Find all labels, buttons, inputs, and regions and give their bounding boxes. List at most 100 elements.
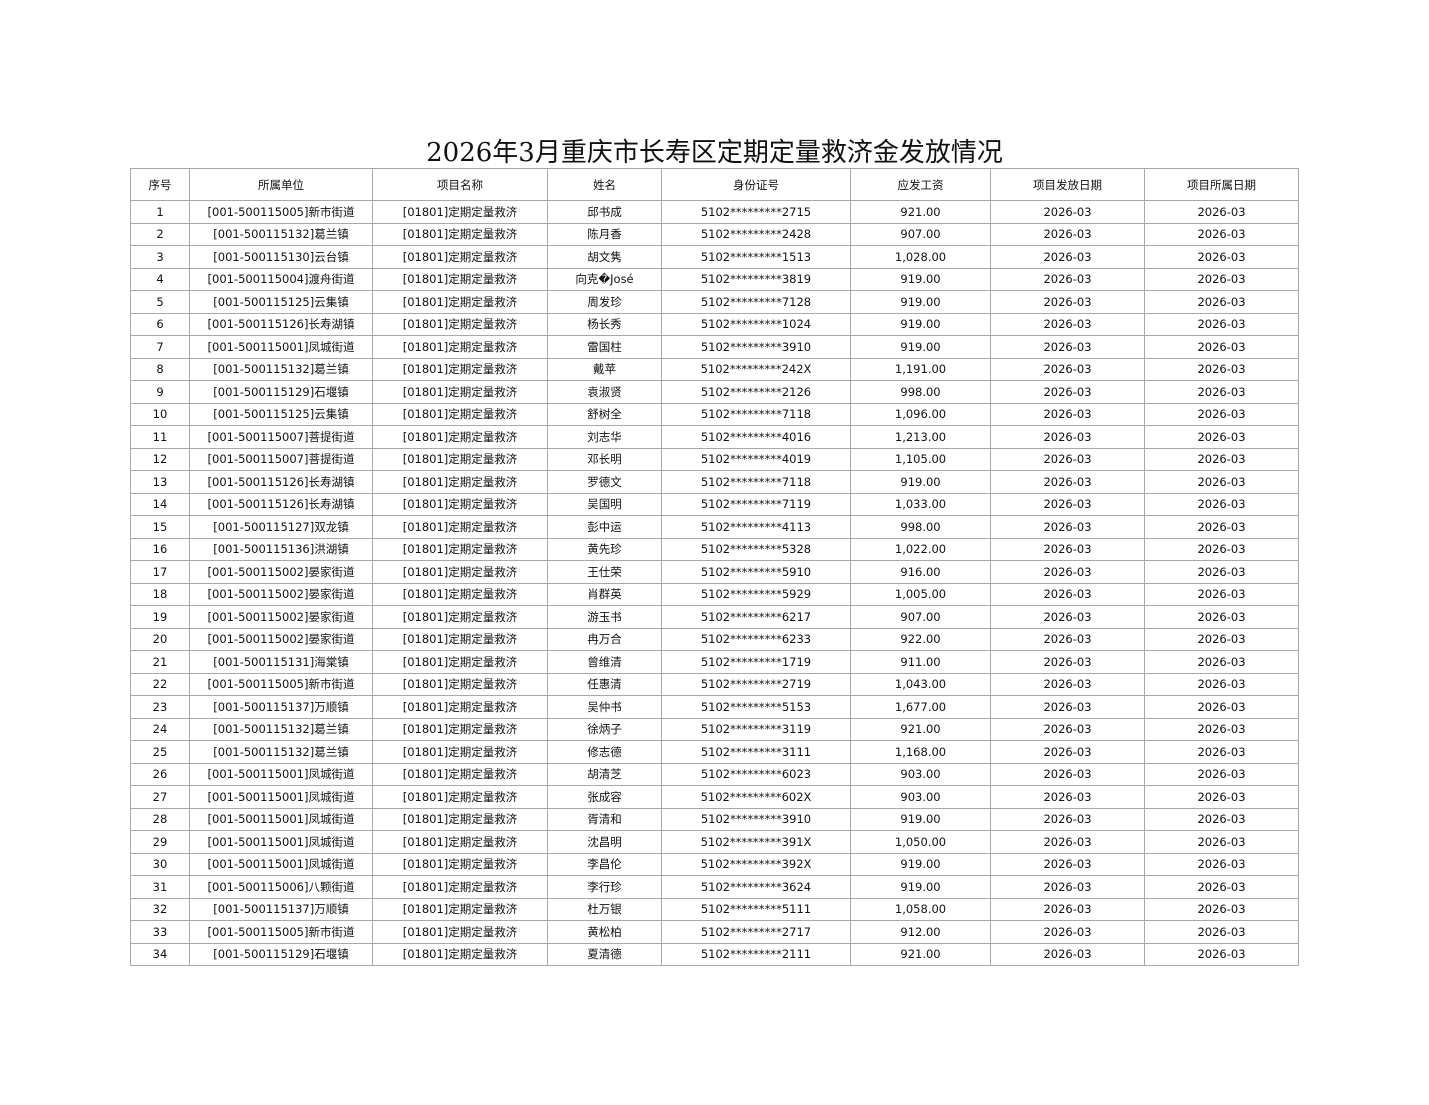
cell-project: [01801]定期定量救济 (372, 875, 548, 899)
table-row: 10 [001-500115125]云集镇 [01801]定期定量救济 舒树全 5102… (130, 402, 1299, 426)
cell-pay-date: 2026-03 (990, 290, 1145, 314)
cell-no: 11 (130, 425, 190, 449)
cell-pay-date: 2026-03 (990, 492, 1145, 516)
cell-amount: 922.00 (850, 627, 991, 651)
cell-name: 夏清德 (547, 942, 662, 966)
table-row: 30 [001-500115001]凤城街道 [01801]定期定量救济 李昌伦 510… (130, 852, 1299, 876)
cell-amount: 921.00 (850, 717, 991, 741)
cell-pay-date: 2026-03 (990, 582, 1145, 606)
cell-name: 胥清和 (547, 807, 662, 831)
cell-unit: [001-500115132]葛兰镇 (189, 357, 373, 381)
cell-no: 3 (130, 245, 190, 269)
cell-period: 2026-03 (1144, 605, 1299, 629)
cell-period: 2026-03 (1144, 425, 1299, 449)
cell-project: [01801]定期定量救济 (372, 267, 548, 291)
cell-project: [01801]定期定量救济 (372, 762, 548, 786)
cell-id: 5102*********7128 (661, 290, 851, 314)
cell-pay-date: 2026-03 (990, 830, 1145, 854)
cell-unit: [001-500115001]凤城街道 (189, 335, 373, 359)
cell-pay-date: 2026-03 (990, 335, 1145, 359)
cell-amount: 1,005.00 (850, 582, 991, 606)
table-row: 27 [001-500115001]凤城街道 [01801]定期定量救济 张成容 510… (130, 785, 1299, 809)
cell-no: 19 (130, 605, 190, 629)
cell-id: 5102*********2111 (661, 942, 851, 966)
cell-id: 5102*********3119 (661, 717, 851, 741)
cell-id: 5102*********1719 (661, 650, 851, 674)
cell-pay-date: 2026-03 (990, 267, 1145, 291)
cell-name: 黄先珍 (547, 537, 662, 561)
cell-project: [01801]定期定量救济 (372, 920, 548, 944)
cell-period: 2026-03 (1144, 852, 1299, 876)
cell-id: 5102*********4019 (661, 447, 851, 471)
table-row: 29 [001-500115001]凤城街道 [01801]定期定量救济 沈昌明 510… (130, 830, 1299, 854)
cell-amount: 1,105.00 (850, 447, 991, 471)
cell-name: 雷国柱 (547, 335, 662, 359)
cell-unit: [001-500115006]八颗街道 (189, 875, 373, 899)
cell-unit: [001-500115002]晏家街道 (189, 627, 373, 651)
table-row: 3 [001-500115130]云台镇 [01801]定期定量救济 胡文隽 5102*… (130, 245, 1299, 269)
cell-amount: 919.00 (850, 290, 991, 314)
table-row: 25 [001-500115132]葛兰镇 [01801]定期定量救济 修志德 5102… (130, 740, 1299, 764)
cell-name: 曾维清 (547, 650, 662, 674)
cell-project: [01801]定期定量救济 (372, 582, 548, 606)
cell-no: 27 (130, 785, 190, 809)
table-row: 1 [001-500115005]新市街道 [01801]定期定量救济 邱书成 5102… (130, 200, 1299, 224)
cell-name: 胡清芝 (547, 762, 662, 786)
cell-name: 冉万合 (547, 627, 662, 651)
cell-unit: [001-500115001]凤城街道 (189, 785, 373, 809)
cell-period: 2026-03 (1144, 245, 1299, 269)
cell-pay-date: 2026-03 (990, 920, 1145, 944)
cell-pay-date: 2026-03 (990, 717, 1145, 741)
cell-unit: [001-500115001]凤城街道 (189, 762, 373, 786)
cell-no: 25 (130, 740, 190, 764)
cell-unit: [001-500115126]长寿湖镇 (189, 492, 373, 516)
cell-no: 2 (130, 222, 190, 246)
cell-id: 5102*********391X (661, 830, 851, 854)
cell-project: [01801]定期定量救济 (372, 492, 548, 516)
cell-pay-date: 2026-03 (990, 380, 1145, 404)
table-row: 32 [001-500115137]万顺镇 [01801]定期定量救济 杜万银 5102… (130, 897, 1299, 921)
cell-project: [01801]定期定量救济 (372, 807, 548, 831)
cell-id: 5102*********7118 (661, 470, 851, 494)
cell-no: 15 (130, 515, 190, 539)
cell-unit: [001-500115005]新市街道 (189, 200, 373, 224)
cell-name: 胡文隽 (547, 245, 662, 269)
cell-amount: 919.00 (850, 875, 991, 899)
cell-id: 5102*********3624 (661, 875, 851, 899)
cell-project: [01801]定期定量救济 (372, 290, 548, 314)
cell-period: 2026-03 (1144, 222, 1299, 246)
table-row: 4 [001-500115004]渡舟街道 [01801]定期定量救济 向克�José… (130, 267, 1299, 291)
cell-pay-date: 2026-03 (990, 605, 1145, 629)
cell-pay-date: 2026-03 (990, 200, 1145, 224)
cell-pay-date: 2026-03 (990, 515, 1145, 539)
cell-pay-date: 2026-03 (990, 245, 1145, 269)
cell-amount: 921.00 (850, 200, 991, 224)
cell-amount: 903.00 (850, 762, 991, 786)
table-row: 22 [001-500115005]新市街道 [01801]定期定量救济 任惠清 510… (130, 672, 1299, 696)
cell-project: [01801]定期定量救济 (372, 717, 548, 741)
header-name: 姓名 (547, 168, 662, 201)
table-row: 24 [001-500115132]葛兰镇 [01801]定期定量救济 徐炳子 5102… (130, 717, 1299, 741)
cell-name: 向克�José (547, 267, 662, 291)
cell-unit: [001-500115130]云台镇 (189, 245, 373, 269)
table-row: 21 [001-500115131]海棠镇 [01801]定期定量救济 曾维清 5102… (130, 650, 1299, 674)
cell-id: 5102*********3819 (661, 267, 851, 291)
cell-unit: [001-500115007]菩提街道 (189, 425, 373, 449)
cell-id: 5102*********4113 (661, 515, 851, 539)
cell-no: 8 (130, 357, 190, 381)
cell-pay-date: 2026-03 (990, 762, 1145, 786)
cell-no: 14 (130, 492, 190, 516)
cell-no: 23 (130, 695, 190, 719)
table-row: 9 [001-500115129]石堰镇 [01801]定期定量救济 袁淑贤 5102*… (130, 380, 1299, 404)
table-row: 5 [001-500115125]云集镇 [01801]定期定量救济 周发珍 5102*… (130, 290, 1299, 314)
cell-unit: [001-500115136]洪湖镇 (189, 537, 373, 561)
cell-unit: [001-500115125]云集镇 (189, 402, 373, 426)
table-row: 11 [001-500115007]菩提街道 [01801]定期定量救济 刘志华 510… (130, 425, 1299, 449)
table-row: 16 [001-500115136]洪湖镇 [01801]定期定量救济 黄先珍 5102… (130, 537, 1299, 561)
cell-unit: [001-500115004]渡舟街道 (189, 267, 373, 291)
cell-amount: 916.00 (850, 560, 991, 584)
cell-name: 李行珍 (547, 875, 662, 899)
cell-no: 1 (130, 200, 190, 224)
cell-id: 5102*********5929 (661, 582, 851, 606)
cell-project: [01801]定期定量救济 (372, 402, 548, 426)
